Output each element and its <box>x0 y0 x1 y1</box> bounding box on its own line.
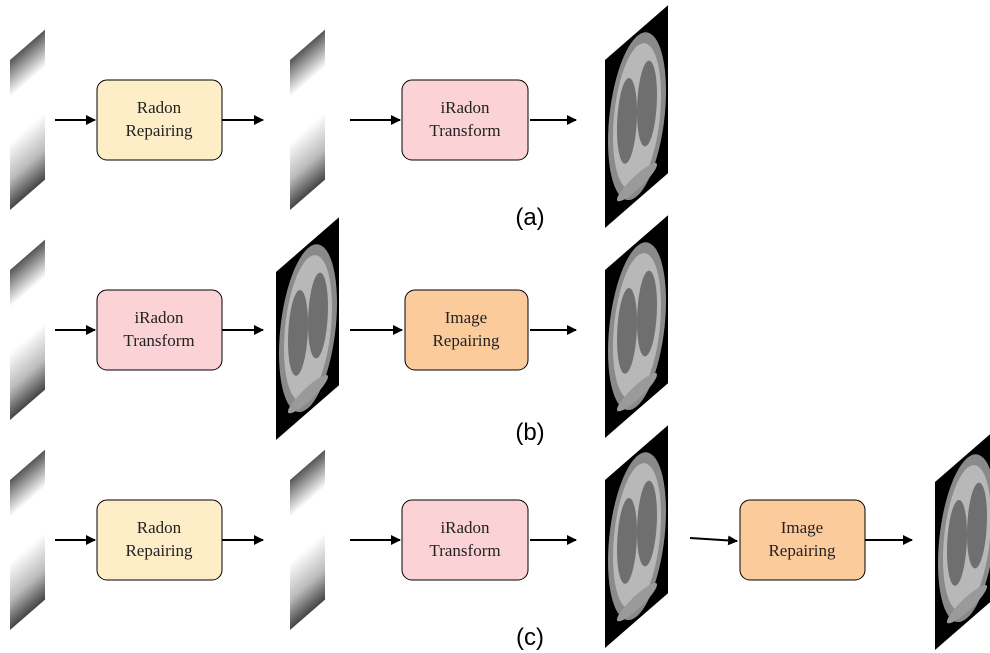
step-box: iRadon Transform <box>402 80 528 160</box>
caption: (c) <box>516 624 544 651</box>
step-label: Repairing <box>768 541 836 560</box>
diagram: Radon Repairing iRadon Transform (a) iRa… <box>0 0 990 653</box>
step-box: Image Repairing <box>405 290 528 370</box>
step-label: Image <box>781 518 823 537</box>
step-label: iRadon <box>440 98 490 117</box>
step-label: Transform <box>429 541 500 560</box>
step-label: iRadon <box>134 308 184 327</box>
caption: (a) <box>515 204 544 231</box>
step-label: Transform <box>429 121 500 140</box>
ct-image <box>605 425 668 648</box>
step-label: Radon <box>137 98 182 117</box>
step-box: Image Repairing <box>740 500 865 580</box>
step-box: Radon Repairing <box>97 500 222 580</box>
ct-image <box>935 427 990 650</box>
step-box: iRadon Transform <box>97 290 222 370</box>
arrow <box>690 538 737 541</box>
sinogram <box>290 30 325 210</box>
step-box: Radon Repairing <box>97 80 222 160</box>
step-label: Repairing <box>125 541 193 560</box>
step-label: Image <box>445 308 487 327</box>
step-box: iRadon Transform <box>402 500 528 580</box>
ct-image <box>605 5 668 228</box>
caption: (b) <box>515 419 544 446</box>
step-label: iRadon <box>440 518 490 537</box>
sinogram <box>10 450 45 630</box>
sinogram <box>10 30 45 210</box>
sinogram <box>290 450 325 630</box>
ct-image <box>276 217 339 440</box>
step-label: Radon <box>137 518 182 537</box>
step-label: Repairing <box>432 331 500 350</box>
sinogram <box>10 240 45 420</box>
step-label: Repairing <box>125 121 193 140</box>
ct-image <box>605 215 668 438</box>
step-label: Transform <box>123 331 194 350</box>
